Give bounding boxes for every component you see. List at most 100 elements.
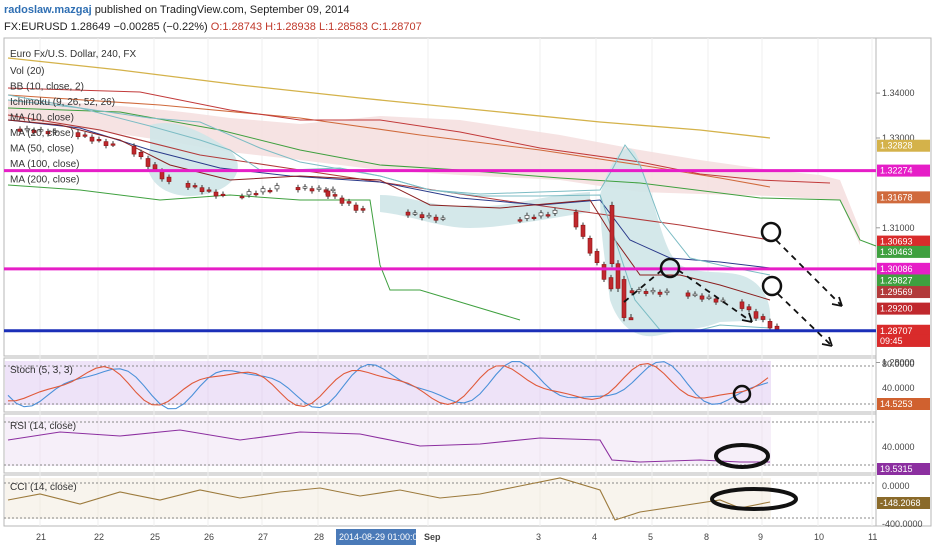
price-axis-label: 1.31000 — [882, 223, 915, 233]
candle-body — [552, 209, 558, 214]
time-axis-label: 3 — [536, 532, 541, 542]
stoch-tag — [877, 398, 930, 410]
stoch-axis-label: 40.0000 — [882, 383, 915, 393]
indicator-label: MA (200, close) — [10, 175, 79, 186]
indicator-label: Ichimoku (9, 26, 52, 26) — [10, 97, 115, 108]
price-tag-label: 1.29827 — [880, 275, 913, 285]
indicator-label: MA (10, close) — [10, 113, 74, 124]
candle-body — [760, 316, 766, 320]
time-axis-label: 28 — [314, 532, 324, 542]
candle-body — [89, 136, 95, 142]
rsi-pane: RSI (14, close) — [4, 417, 876, 466]
stoch-band — [5, 361, 771, 405]
candle-body — [38, 129, 44, 132]
cci-axis-label: -400.0000 — [882, 519, 923, 529]
price-tag — [877, 164, 930, 177]
price-tag — [877, 139, 930, 152]
candle-body — [332, 194, 338, 197]
candle-body — [767, 321, 773, 329]
pane-frame-2 — [3, 413, 877, 474]
indicator-label: MA (20, close) — [10, 128, 74, 139]
candle-body — [720, 299, 726, 302]
indicator-label: BB (10, close, 2) — [10, 82, 84, 93]
candle-body — [739, 301, 745, 309]
time-axis-label: 9 — [758, 532, 763, 542]
annotation-arrow — [677, 269, 753, 323]
price-axis-label: 1.34000 — [882, 88, 915, 98]
candle-body — [405, 211, 411, 216]
time-axis-label: 26 — [204, 532, 214, 542]
rsi-band — [5, 417, 771, 466]
stoch-axis-label: 80.0000 — [882, 359, 915, 369]
time-axis-label: 5 — [648, 532, 653, 542]
candle-body — [609, 205, 615, 265]
candle-body — [239, 196, 245, 199]
price-tag — [877, 274, 930, 287]
time-cursor-label: 2014-08-29 01:00:00 — [339, 532, 423, 542]
price-tag-label: 1.29200 — [880, 304, 913, 314]
candle-body — [713, 298, 719, 303]
price-tag — [877, 324, 930, 337]
bollinger-band-fill-2 — [600, 148, 771, 337]
candle-body — [302, 186, 308, 189]
candle-body — [628, 317, 634, 321]
time-axis-label: Sep — [424, 532, 441, 542]
candle-body — [657, 291, 663, 295]
low-value: L:1.28583 — [318, 21, 368, 33]
price-tag-label: 1.32274 — [880, 166, 913, 176]
candle-body — [45, 131, 51, 135]
candle-body — [316, 187, 322, 190]
candle-body — [31, 129, 37, 133]
time-axis — [4, 528, 876, 548]
bollinger-band-fill-3 — [380, 192, 590, 228]
candle-body — [199, 187, 205, 192]
price-tag-label: 1.32828 — [880, 141, 913, 151]
candle-body — [330, 188, 336, 191]
cci-pane: CCI (14, close) — [4, 477, 876, 521]
price-tag — [877, 191, 930, 204]
candle-body — [524, 215, 530, 219]
price-tag-label: 1.28707 — [880, 326, 913, 336]
candle-body — [706, 296, 712, 299]
cci-series — [7, 477, 771, 521]
time-axis-label: 27 — [258, 532, 268, 542]
candle-body — [325, 190, 331, 197]
high-value: H:1.28938 — [265, 21, 316, 33]
candle-body — [419, 214, 425, 218]
candle-body — [346, 201, 352, 204]
candle-body — [601, 264, 607, 280]
candle-body — [753, 311, 759, 319]
price-tag — [877, 302, 930, 315]
author-link[interactable]: radoslaw.mazgaj — [4, 4, 92, 16]
candle-body — [145, 158, 151, 167]
candle-body — [24, 128, 30, 131]
candle-body — [685, 292, 691, 297]
last-price: 1.28649 — [70, 21, 111, 33]
candle-body — [699, 295, 705, 300]
candle-body — [267, 190, 273, 193]
rsi-series — [7, 429, 770, 463]
candle-body — [426, 215, 432, 218]
candle-body — [629, 290, 635, 294]
cci-title: CCI (14, close) — [10, 482, 77, 493]
rsi-tag-label: 19.5315 — [880, 464, 913, 474]
price-tag — [877, 334, 930, 347]
price-tag — [877, 286, 930, 299]
rsi-axis-label: 40.0000 — [882, 442, 915, 452]
candle-body — [353, 204, 359, 211]
price-tag-label: 09:45 — [880, 336, 903, 346]
candle-body — [274, 185, 280, 190]
candle-body — [643, 291, 649, 294]
indicator-label: MA (50, close) — [10, 144, 74, 155]
main-pane-title: Euro Fx/U.S. Dollar, 240, FX — [10, 49, 136, 60]
annotation-arrow — [777, 293, 833, 347]
rsi-tag — [877, 463, 930, 475]
candle-body — [295, 187, 301, 191]
candle-body — [246, 191, 252, 196]
candle-body — [110, 143, 116, 146]
ma-100-line — [7, 94, 771, 188]
time-cursor-badge — [336, 529, 416, 545]
candle-body — [82, 134, 88, 137]
publish-line: radoslaw.mazgaj published on TradingView… — [4, 4, 350, 16]
